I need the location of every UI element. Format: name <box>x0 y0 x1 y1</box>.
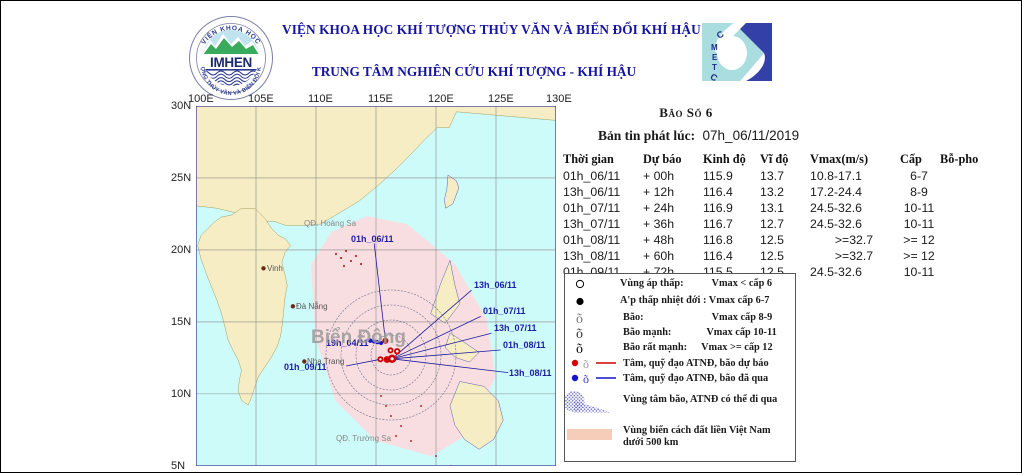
svg-text:QĐ. Hoàng Sa: QĐ. Hoàng Sa <box>304 219 357 228</box>
svg-text:01h_07/11: 01h_07/11 <box>483 306 526 316</box>
svg-text:Vinh: Vinh <box>267 264 283 273</box>
svg-text:01h_06/11: 01h_06/11 <box>351 234 394 244</box>
svg-text:õ: õ <box>576 342 583 357</box>
svg-text:õ: õ <box>583 357 589 371</box>
svg-text:õ: õ <box>576 327 583 342</box>
svg-text:QĐ. Trường Sa: QĐ. Trường Sa <box>336 434 392 443</box>
svg-text:T: T <box>712 63 717 72</box>
svg-text:Nha Trang: Nha Trang <box>307 357 344 366</box>
svg-text:õ: õ <box>583 372 589 386</box>
svg-text:Biển Đông: Biển Đông <box>311 327 406 348</box>
svg-text:13h_07/11: 13h_07/11 <box>494 323 537 333</box>
svg-text:M: M <box>711 43 718 52</box>
svg-text:01h_08/11: 01h_08/11 <box>503 340 546 350</box>
svg-text:E: E <box>712 53 718 62</box>
svg-text:13h_06/11: 13h_06/11 <box>474 280 517 290</box>
svg-text:Đà Nẵng: Đà Nẵng <box>296 302 328 311</box>
svg-text:õ: õ <box>576 312 583 327</box>
svg-text:IMHEN: IMHEN <box>210 55 252 70</box>
svg-text:13h_08/11: 13h_08/11 <box>509 368 552 378</box>
